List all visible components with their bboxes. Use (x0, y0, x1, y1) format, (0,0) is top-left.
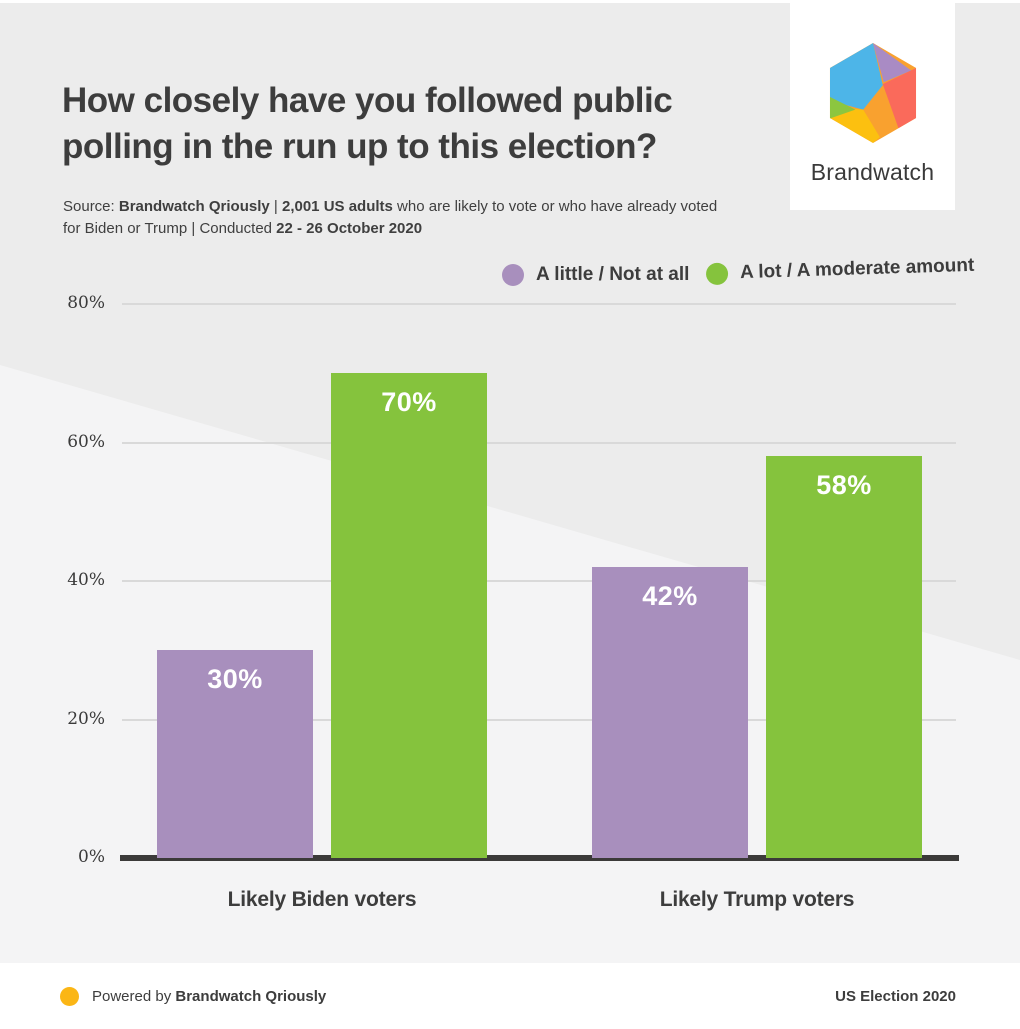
brandwatch-logo-icon (829, 43, 916, 143)
powered-by-text: Powered by Brandwatch Qriously (92, 988, 326, 1005)
source-note-segment: 22 - 26 October 2020 (276, 220, 423, 237)
brandwatch-logo-text: Brandwatch (810, 159, 935, 185)
legend-label: A little / Not at all (536, 264, 690, 285)
x-axis-category-label: Likely Trump voters (659, 888, 855, 911)
gridline-20 (122, 718, 956, 721)
footer-dot-icon (60, 986, 79, 1006)
bar-value-label: 42% (642, 581, 698, 612)
bar-value-label: 58% (816, 470, 872, 501)
bar-likely-trump-voters-series-1: 58% (766, 456, 922, 858)
bar-likely-biden-voters-series-0: 30% (157, 650, 313, 858)
x-axis-category-label: Likely Biden voters (227, 888, 417, 911)
chart-legend: A little / Not at all A lot / A moderate … (0, 255, 1020, 298)
footer-bar: Powered by Brandwatch Qriously US Electi… (0, 963, 1020, 1029)
powered-by-brand: Brandwatch Qriously (175, 987, 327, 1005)
page-title: How closely have you followed public pol… (62, 81, 673, 166)
bar-likely-trump-voters-series-0: 42% (592, 567, 748, 858)
legend-item-0: A little / Not at all (502, 264, 689, 286)
legend-dot-icon (502, 264, 524, 286)
source-note: Source: Brandwatch Qriously | 2,001 US a… (63, 196, 723, 240)
bar-likely-biden-voters-series-1: 70% (331, 373, 487, 858)
bar-value-label: 70% (381, 387, 437, 418)
footer-campaign-label: US Election 2020 (835, 987, 956, 1005)
y-axis-tick-label: 40% (67, 570, 105, 590)
source-note-segment: Source: (63, 198, 119, 215)
brandwatch-logo-card: Brandwatch (790, 0, 955, 210)
y-axis-tick-label: 20% (67, 708, 105, 729)
bar-value-label: 30% (207, 664, 263, 695)
powered-by-prefix: Powered by (92, 987, 176, 1005)
y-axis-tick-label: 0% (78, 847, 105, 867)
gridline-80 (122, 303, 956, 305)
gridline-60 (122, 441, 956, 444)
gridline-40 (122, 580, 956, 582)
x-axis-line (120, 855, 959, 861)
source-note-segment: Brandwatch Qriously (118, 198, 270, 215)
source-note-segment: | (269, 198, 282, 215)
y-axis-tick-label: 80% (67, 293, 105, 313)
top-border-strip (0, 0, 1020, 3)
source-note-segment: 2,001 US adults (281, 198, 393, 215)
source-note-segment: who are likely to vote or who have alrea… (63, 198, 718, 237)
y-axis-tick-label: 60% (67, 431, 105, 452)
